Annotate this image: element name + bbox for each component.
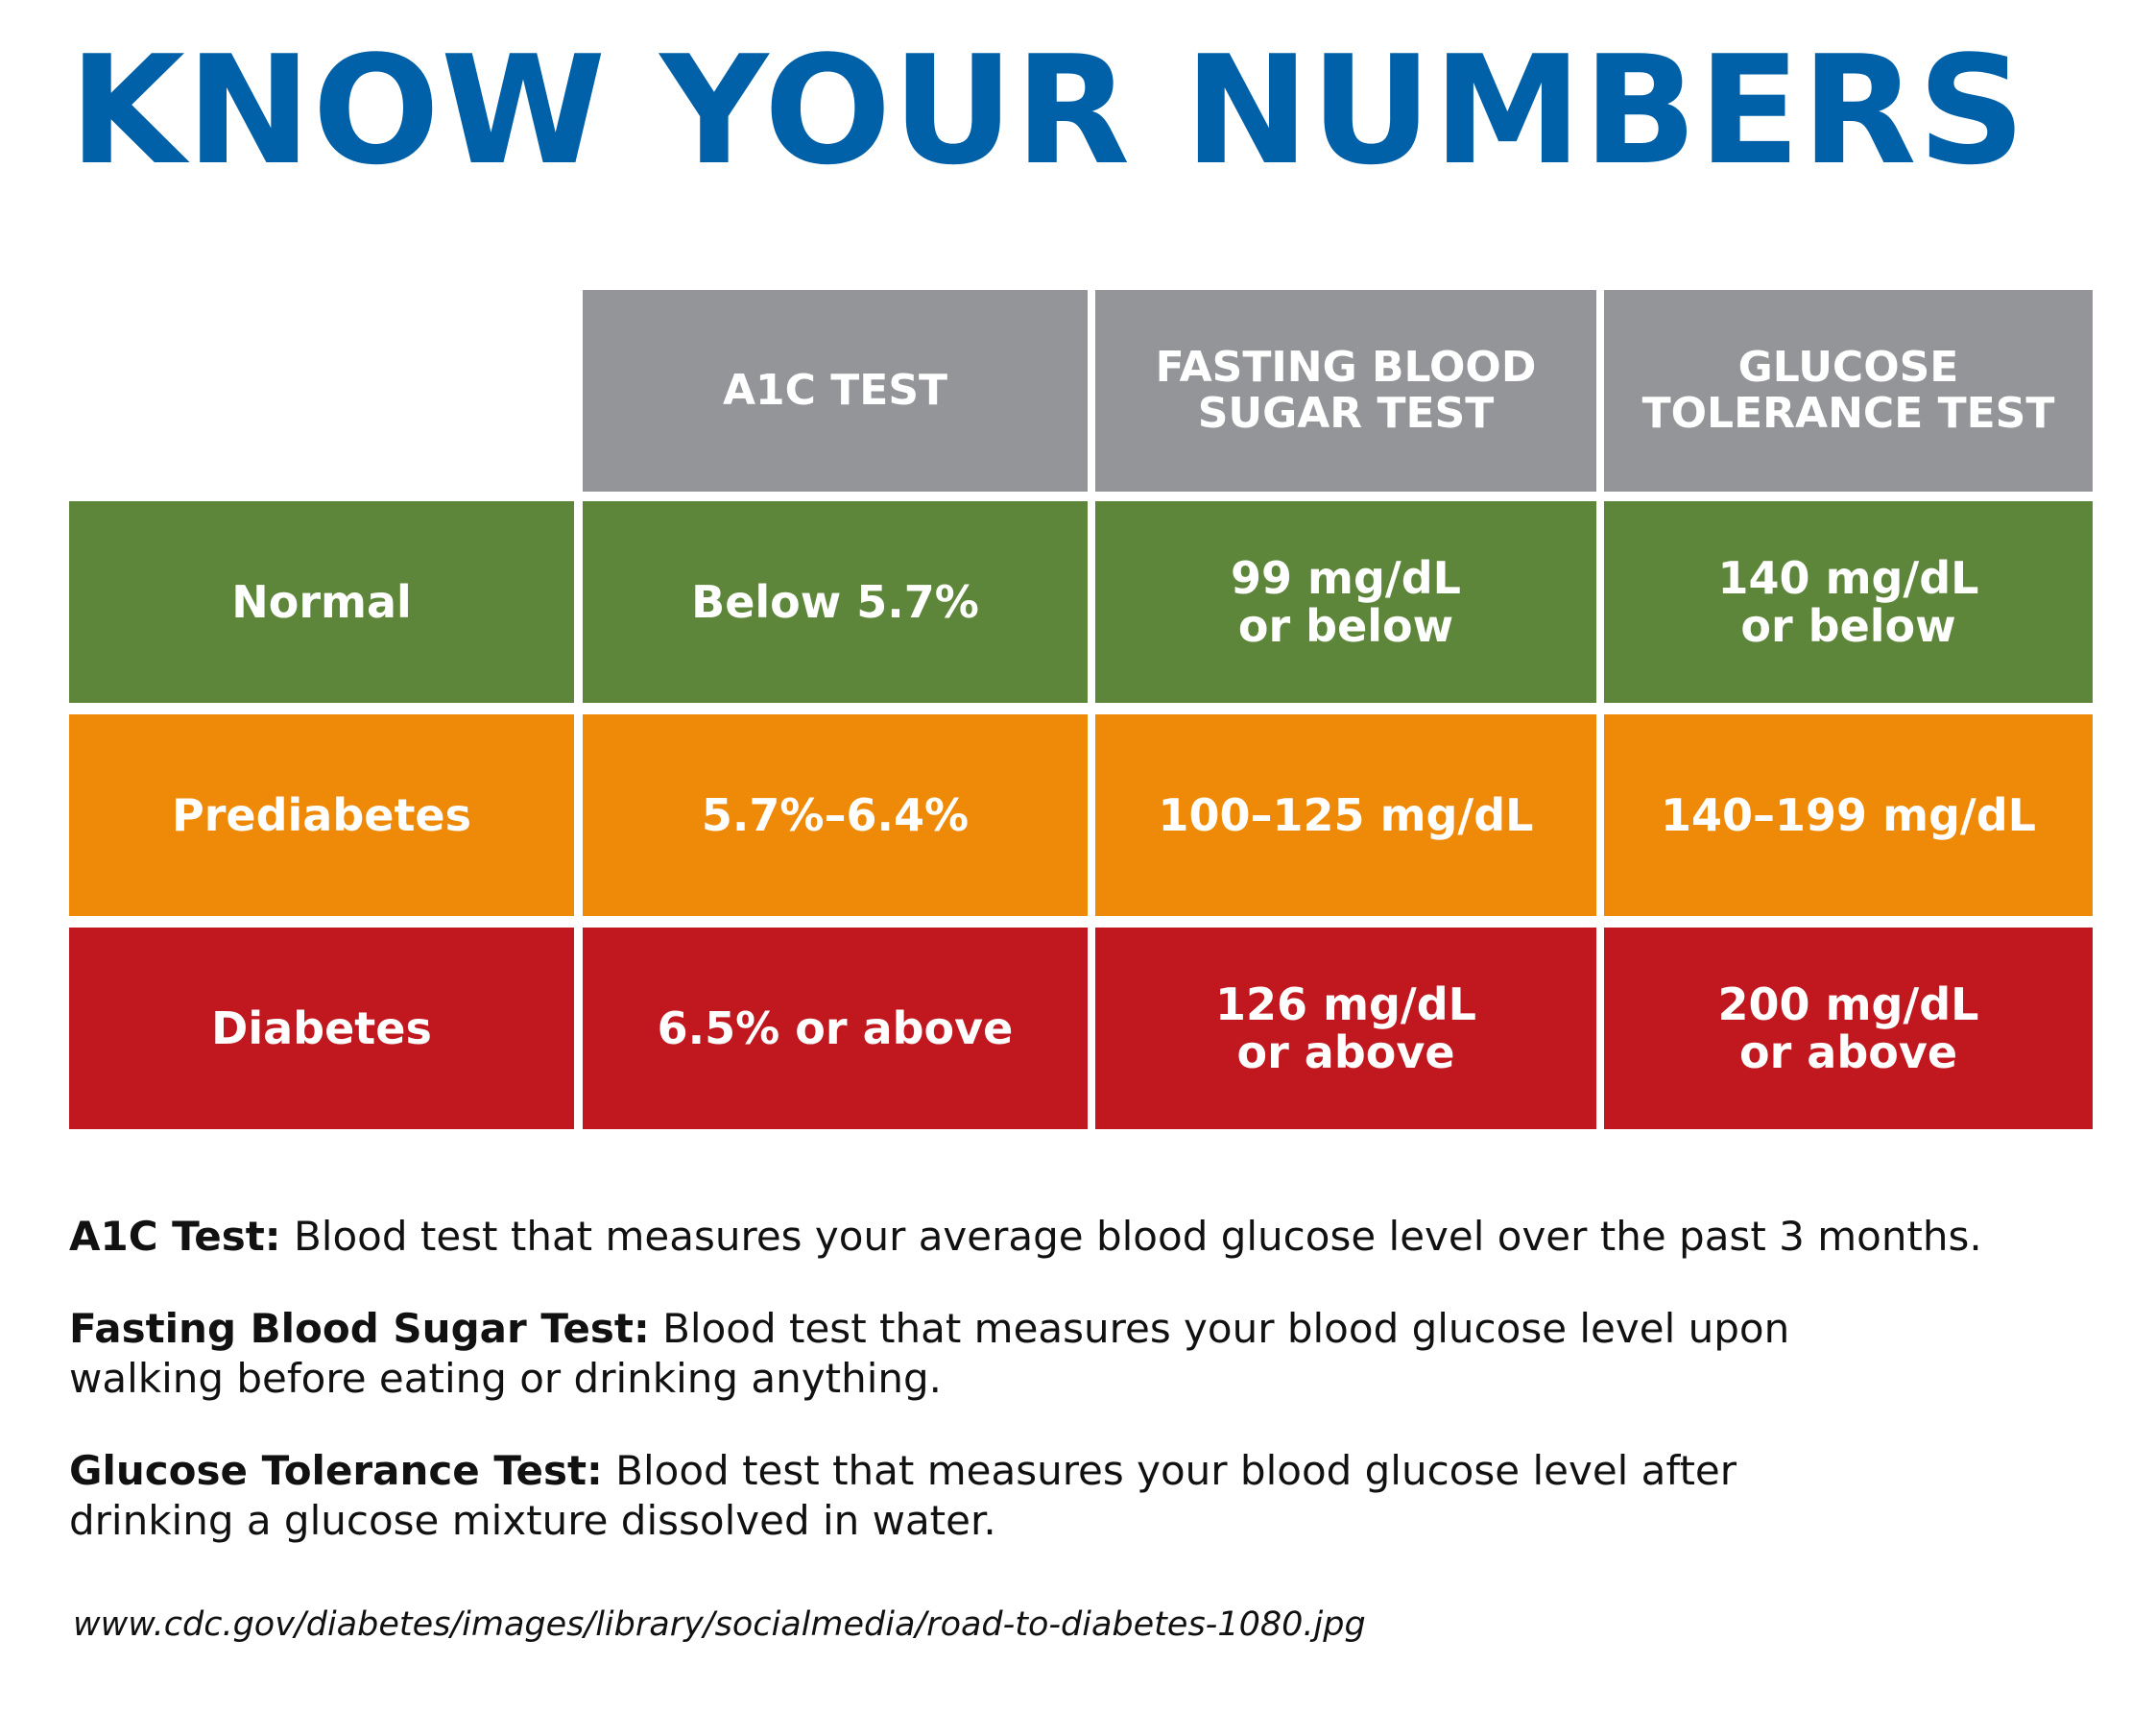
- row-label-prediabetes: Prediabetes: [69, 714, 574, 916]
- definition-fasting-blood-sugar-test: Fasting Blood Sugar Test: Blood test tha…: [69, 1304, 1855, 1404]
- diabetes-tolerance-value: 200 mg/dL or above: [1604, 928, 2093, 1129]
- definition-term: Glucose Tolerance Test:: [69, 1447, 603, 1494]
- normal-a1c-value: Below 5.7%: [583, 501, 1088, 703]
- diabetes-fasting-value: 126 mg/dL or above: [1095, 928, 1596, 1129]
- definition-a1c-test: A1C Test: Blood test that measures your …: [69, 1212, 2085, 1262]
- diabetes-a1c-value: 6.5% or above: [583, 928, 1088, 1129]
- prediabetes-a1c-value: 5.7%–6.4%: [583, 714, 1088, 916]
- header-fasting-blood-sugar-test: FASTING BLOOD SUGAR TEST: [1095, 290, 1596, 492]
- row-label-diabetes: Diabetes: [69, 928, 574, 1129]
- normal-tolerance-value: 140 mg/dL or below: [1604, 501, 2093, 703]
- test-definitions: A1C Test: Blood test that measures your …: [69, 1212, 2085, 1588]
- definition-term: Fasting Blood Sugar Test:: [69, 1305, 650, 1352]
- source-url: www.cdc.gov/diabetes/images/library/soci…: [73, 1605, 1366, 1644]
- row-label-normal: Normal: [69, 501, 574, 703]
- definition-term: A1C Test:: [69, 1213, 281, 1260]
- definition-text: Blood test that measures your blood gluc…: [69, 1305, 1790, 1402]
- normal-fasting-value: 99 mg/dL or below: [1095, 501, 1596, 703]
- prediabetes-tolerance-value: 140–199 mg/dL: [1604, 714, 2093, 916]
- header-glucose-tolerance-test: GLUCOSE TOLERANCE TEST: [1604, 290, 2093, 492]
- definition-text: Blood test that measures your blood gluc…: [69, 1447, 1737, 1544]
- definition-glucose-tolerance-test: Glucose Tolerance Test: Blood test that …: [69, 1446, 1797, 1546]
- header-a1c-test: A1C TEST: [583, 290, 1088, 492]
- page-title: KNOW YOUR NUMBERS: [69, 23, 2026, 198]
- definition-text: Blood test that measures your average bl…: [280, 1213, 1982, 1260]
- prediabetes-fasting-value: 100–125 mg/dL: [1095, 714, 1596, 916]
